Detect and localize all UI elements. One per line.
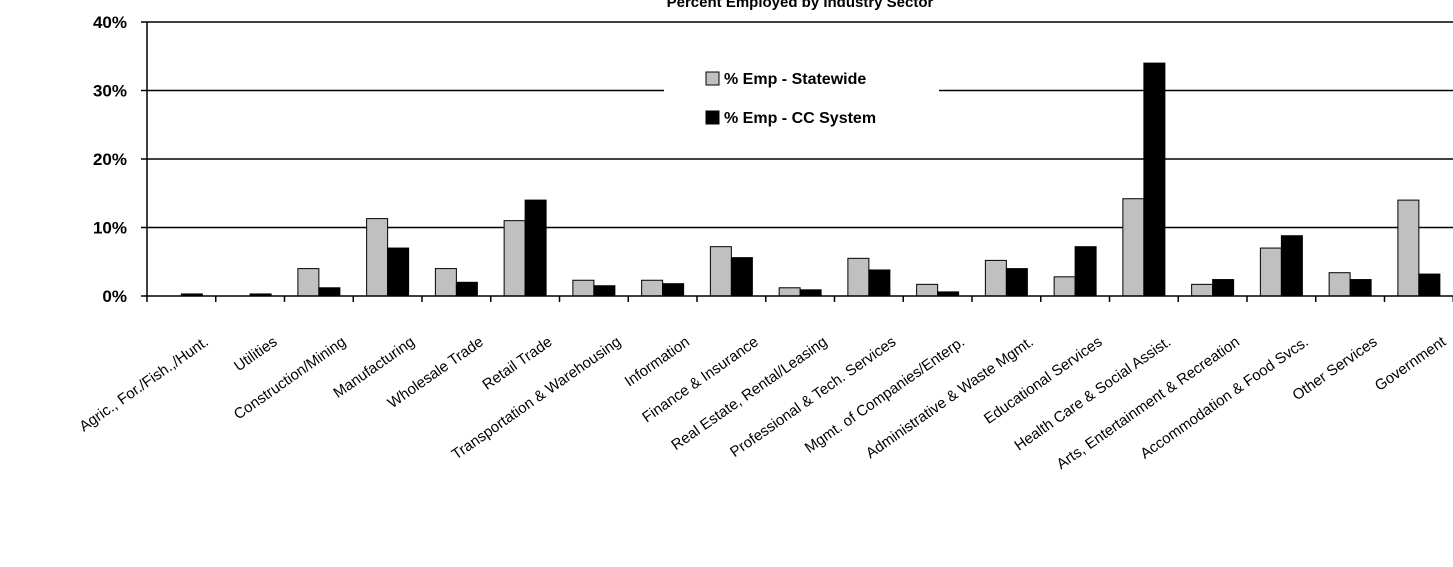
bar-statewide bbox=[984, 259, 1007, 297]
bar-cc-system bbox=[1074, 246, 1097, 297]
bar-statewide bbox=[1259, 247, 1282, 297]
bar-cc-system bbox=[799, 289, 822, 297]
bar-cc-system bbox=[455, 281, 478, 297]
bar-cc-system bbox=[1418, 273, 1441, 297]
bar-cc-system bbox=[318, 287, 341, 297]
bar-cc-system bbox=[1280, 235, 1303, 297]
page-number: 40 bbox=[718, 565, 737, 567]
bar-cc-system bbox=[387, 247, 410, 297]
bar-cc-system bbox=[1005, 268, 1028, 297]
bar-statewide bbox=[503, 220, 526, 297]
bar-cc-system bbox=[730, 257, 753, 297]
bar-cc-system bbox=[1349, 279, 1372, 297]
bar-statewide bbox=[709, 246, 732, 297]
bar-cc-system bbox=[1143, 62, 1166, 297]
y-tick-label: 20% bbox=[93, 150, 127, 169]
bar-cc-system bbox=[524, 199, 547, 297]
x-tick-label: Utilities bbox=[231, 333, 280, 375]
bar-cc-system bbox=[1212, 279, 1235, 297]
y-tick-label: 30% bbox=[93, 82, 127, 101]
bar-statewide bbox=[778, 287, 801, 297]
y-tick-label: 0% bbox=[102, 287, 127, 306]
bar-statewide bbox=[297, 268, 320, 297]
bar-statewide bbox=[1053, 276, 1076, 297]
bar-statewide bbox=[641, 279, 664, 297]
bar-cc-system bbox=[868, 269, 891, 297]
bar-cc-system bbox=[593, 285, 616, 297]
bar-cc-system bbox=[662, 283, 685, 297]
bar-statewide bbox=[847, 257, 870, 297]
x-tick-label: Agric., For./Fish.,/Hunt. bbox=[76, 333, 211, 435]
bar-statewide bbox=[1397, 199, 1420, 297]
bar-statewide bbox=[1328, 272, 1351, 297]
x-tick-label: Finance & Insurance bbox=[639, 333, 761, 426]
y-tick-label: 10% bbox=[93, 219, 127, 238]
bar-statewide bbox=[1122, 198, 1145, 297]
y-tick-label: 40% bbox=[93, 13, 127, 32]
y-tick-labels: 0% 10% 20% 30% 40% bbox=[93, 13, 127, 306]
legend-label-cc-system: % Emp - CC System bbox=[724, 110, 876, 127]
bar-statewide bbox=[916, 283, 939, 297]
chart-title: Percent Employed by Industry Sector bbox=[667, 0, 934, 11]
legend: % Emp - Statewide % Emp - CC System bbox=[664, 55, 939, 135]
x-tick-label: Construction/Mining bbox=[231, 333, 349, 423]
bar-statewide bbox=[1191, 283, 1214, 297]
x-tick-label: Government bbox=[1372, 333, 1450, 395]
bar-statewide bbox=[572, 279, 595, 297]
x-tick-labels: Agric., For./Fish.,/Hunt. UtilitiesConstr… bbox=[76, 333, 1450, 473]
axes bbox=[146, 22, 1453, 302]
bar-statewide bbox=[366, 218, 389, 297]
legend-swatch-cc-system bbox=[705, 110, 720, 125]
legend-swatch-statewide bbox=[705, 71, 720, 86]
bar-statewide bbox=[434, 268, 457, 297]
legend-label-statewide: % Emp - Statewide bbox=[724, 71, 866, 88]
x-tick-label: Educational Services bbox=[981, 333, 1105, 427]
